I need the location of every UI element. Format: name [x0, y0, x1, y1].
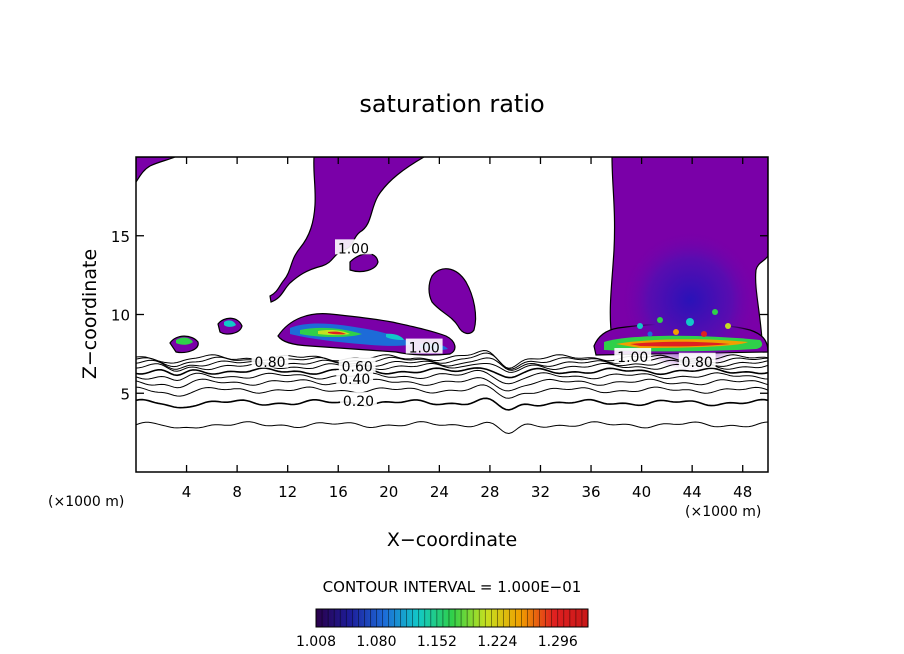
colorbar-tick-label: 1.008 — [296, 634, 336, 650]
contour-line — [136, 367, 768, 379]
contour-label-bg — [335, 239, 372, 255]
chart-title: saturation ratio — [359, 90, 544, 118]
contour-label: 1.00 — [338, 241, 369, 257]
purple-blob-right-of-plume — [349, 253, 379, 273]
contour-line — [136, 421, 768, 435]
x-unit-left: (×1000 m) — [48, 494, 124, 510]
colorbar-tick-label: 1.224 — [477, 634, 517, 650]
contour-interval: CONTOUR INTERVAL = 1.000E−01 — [323, 578, 582, 596]
contour-line — [136, 349, 768, 369]
colorbar-level-lines — [321, 609, 583, 627]
contour-labels: 0.20 0.400.60 0.80 0.80 1.00 1.00 1.00 — [251, 239, 716, 410]
x-axis: 4 8 12 16 20 24 28 32 36 40 44 48 — [182, 157, 752, 501]
contour-label: 0.80 — [682, 355, 713, 371]
x-tick-label: 12 — [278, 483, 297, 501]
contour-line — [136, 362, 768, 373]
contour-line — [136, 377, 768, 392]
contour-label: 0.20 — [343, 394, 374, 410]
contour-label: 1.00 — [409, 341, 440, 357]
purple-plume-center — [269, 157, 426, 303]
contour-line — [136, 369, 768, 385]
x-tick-label: 28 — [480, 483, 499, 501]
contour-label-bg — [678, 352, 716, 368]
contour-label: 0.40 — [339, 372, 370, 388]
y-tick-label: 10 — [111, 307, 130, 325]
x-tick-label: 44 — [683, 483, 702, 501]
contour-label-bg — [336, 370, 374, 386]
colorbar-tick-label: 1.152 — [417, 634, 457, 650]
contour-label: 1.00 — [617, 350, 648, 366]
x-unit-right: (×1000 m) — [685, 504, 761, 520]
purple-corner-region — [136, 157, 176, 184]
contour-label-bg — [405, 338, 443, 354]
colorbar-labels: 1.008 1.080 1.152 1.224 1.296 — [296, 634, 578, 650]
plot-area: 0.20 0.400.60 0.80 0.80 1.00 1.00 1.00 — [136, 157, 768, 472]
contour-label-bg — [338, 357, 376, 373]
x-tick-label: 4 — [182, 483, 192, 501]
y-axis-label: Z−coordinate — [79, 249, 101, 379]
y-axis: 5 10 15 — [111, 228, 768, 403]
contour-label-bg — [340, 392, 377, 408]
contour-lines — [136, 349, 768, 435]
contour-line — [136, 384, 768, 399]
y-tick-label: 15 — [111, 228, 130, 246]
x-tick-label: 40 — [632, 483, 651, 501]
x-tick-label: 8 — [232, 483, 242, 501]
contour-label-bg — [614, 348, 652, 364]
colorbar: 1.008 1.080 1.152 1.224 1.296 — [296, 608, 589, 650]
core-dark-region — [620, 230, 760, 370]
x-axis-label: X−coordinate — [387, 529, 517, 551]
colorbar-tick-label: 1.080 — [356, 634, 396, 650]
x-tick-label: 32 — [531, 483, 550, 501]
x-tick-label: 36 — [581, 483, 600, 501]
contour-label: 0.80 — [254, 355, 285, 371]
purple-blob-x26 — [428, 268, 477, 335]
x-tick-label: 24 — [430, 483, 449, 501]
colorbar-bar — [315, 608, 589, 628]
colorbar-tick-label: 1.296 — [538, 634, 578, 650]
x-tick-label: 20 — [379, 483, 398, 501]
x-tick-label: 16 — [329, 483, 348, 501]
contour-label-bg — [251, 352, 289, 368]
y-tick-label: 5 — [120, 385, 130, 403]
contour-label: 0.60 — [342, 359, 373, 375]
cloud-right-colors — [604, 309, 763, 352]
contour-line — [136, 357, 768, 371]
contour-line — [136, 352, 768, 370]
x-tick-label: 48 — [733, 483, 752, 501]
contour-line — [136, 397, 768, 411]
